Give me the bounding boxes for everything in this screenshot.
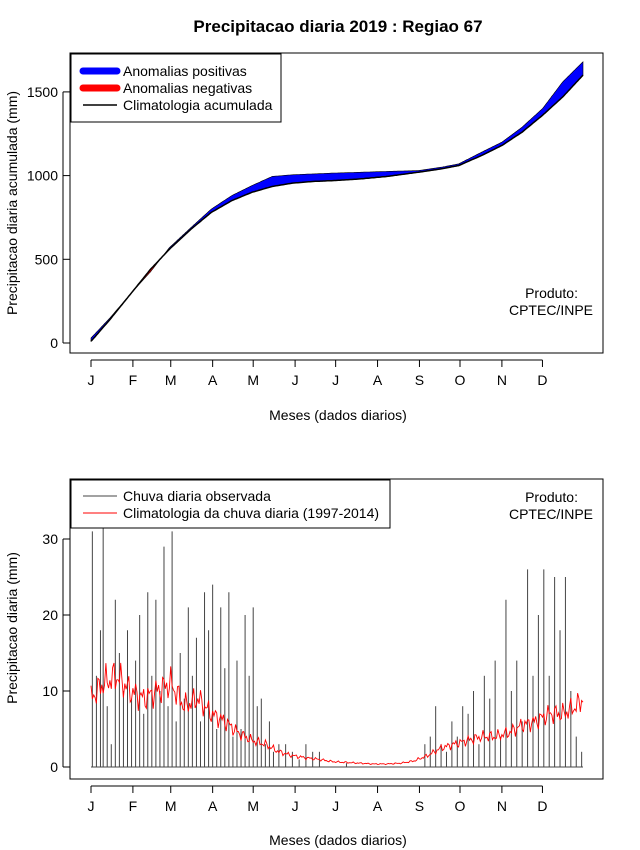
- bottom-y-axis: 0 10 20 30: [42, 531, 70, 775]
- bottom-month-label: O: [455, 798, 466, 814]
- bottom-legend: Chuva diaria observada Climatologia da c…: [70, 479, 391, 529]
- top-product-label-2: CPTEC/INPE: [509, 302, 593, 318]
- bottom-month-label: A: [373, 798, 383, 814]
- legend-label-clim-daily: Climatologia da chuva diaria (1997-2014): [123, 505, 379, 521]
- top-month-label: D: [537, 372, 547, 388]
- legend-label-positive: Anomalias positivas: [123, 63, 247, 79]
- bottom-plot-frame: [69, 478, 604, 780]
- legend-label-climatology: Climatologia acumulada: [123, 97, 273, 113]
- bottom-product-label-2: CPTEC/INPE: [509, 506, 593, 522]
- bottom-month-label: N: [497, 798, 507, 814]
- top-plot-frame: [69, 52, 604, 354]
- bottom-y-tick-label: 10: [42, 683, 58, 699]
- top-y-tick-label: 0: [50, 335, 58, 351]
- top-month-label: J: [292, 372, 299, 388]
- bottom-month-label: A: [208, 798, 218, 814]
- climatology-cumulative-line: [90, 74, 584, 342]
- legend-label-negative: Anomalias negativas: [123, 80, 252, 96]
- daily-chart: 0 10 20 30 J F M A M J J A S O N D Precipitacao diaria…: [4, 478, 604, 848]
- bottom-month-label: S: [415, 798, 424, 814]
- top-product-label-1: Produto:: [525, 285, 578, 301]
- top-y-axis: 0 500 1000 1500: [27, 84, 70, 351]
- bottom-month-label: D: [537, 798, 547, 814]
- cumulative-chart: 0 500 1000 1500 J F M A M J J A S O N D Precipitacao d…: [4, 52, 604, 423]
- top-month-label: A: [373, 372, 383, 388]
- bottom-month-label: F: [129, 798, 138, 814]
- bottom-month-label: M: [165, 798, 177, 814]
- bottom-y-axis-label: Precipitacao diaria (mm): [4, 552, 20, 704]
- top-month-label: O: [455, 372, 466, 388]
- top-y-axis-label: Precipitacao diaria acumulada (mm): [4, 91, 20, 315]
- bottom-legend-box: [70, 479, 391, 529]
- bottom-x-axis-label: Meses (dados diarios): [269, 832, 407, 848]
- bottom-month-label: J: [332, 798, 339, 814]
- climatology-daily-line: [90, 662, 584, 766]
- legend-label-observed: Chuva diaria observada: [123, 488, 271, 504]
- bottom-y-tick-label: 0: [50, 759, 58, 775]
- top-month-label: N: [497, 372, 507, 388]
- bottom-y-tick-label: 20: [42, 607, 58, 623]
- top-month-label: M: [165, 372, 177, 388]
- top-month-label: J: [88, 372, 95, 388]
- bottom-month-label: J: [292, 798, 299, 814]
- top-month-label: M: [247, 372, 259, 388]
- top-legend: Anomalias positivas Anomalias negativas …: [70, 53, 282, 123]
- bottom-month-label: M: [247, 798, 259, 814]
- bottom-product-label-1: Produto:: [525, 489, 578, 505]
- top-month-label: A: [208, 372, 218, 388]
- bottom-y-tick-label: 30: [42, 531, 58, 547]
- top-y-tick-label: 500: [35, 251, 59, 267]
- top-month-label: S: [415, 372, 424, 388]
- top-month-label: J: [332, 372, 339, 388]
- top-month-label: F: [129, 372, 138, 388]
- top-y-tick-label: 1500: [27, 84, 58, 100]
- top-y-tick-label: 1000: [27, 168, 58, 184]
- top-x-axis-label: Meses (dados diarios): [269, 407, 407, 423]
- bottom-month-label: J: [88, 798, 95, 814]
- figure-title: Precipitacao diaria 2019 : Regiao 67: [193, 17, 482, 36]
